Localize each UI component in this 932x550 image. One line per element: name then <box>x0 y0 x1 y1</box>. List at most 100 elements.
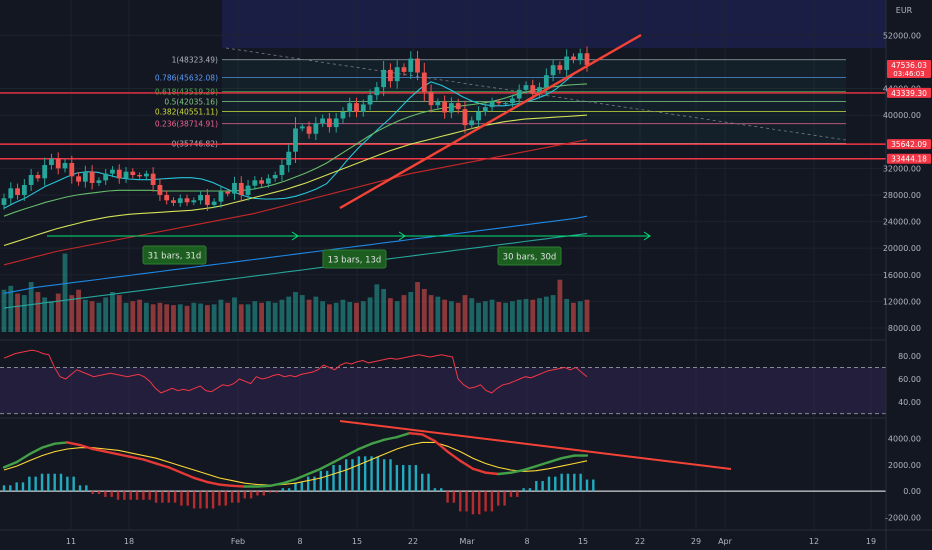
macd-histogram-bar <box>484 491 487 512</box>
macd-histogram-bar <box>243 491 247 499</box>
candle-body <box>564 56 570 70</box>
volume-bar <box>191 302 197 332</box>
rsi-tick-label: 40.00 <box>898 398 921 407</box>
macd-histogram-bar <box>34 476 37 492</box>
volume-bar <box>401 295 407 332</box>
macd-histogram-bar <box>503 491 506 506</box>
measure-label-box <box>322 249 387 269</box>
macd-histogram-bar <box>135 491 139 500</box>
macd-histogram-bar <box>28 476 31 492</box>
macd-line-segment <box>332 454 348 464</box>
volume-bar <box>225 302 231 332</box>
candle-body <box>293 128 298 152</box>
candle-body <box>381 69 387 88</box>
volume-bar <box>143 302 149 332</box>
macd-histogram-bar <box>59 473 63 492</box>
volume-bar <box>564 298 570 332</box>
volume-bar <box>326 304 332 332</box>
macd-line-segment <box>459 459 475 470</box>
grid-lines <box>0 0 886 530</box>
macd-histogram-bar <box>180 491 183 506</box>
price-tick-label: 12000.00 <box>883 297 921 306</box>
macd-line-segment <box>230 484 247 488</box>
volume-bar <box>171 305 176 332</box>
macd-line-segment <box>535 460 551 468</box>
macd-line-segment <box>28 446 44 456</box>
price-tick-label: 32000.00 <box>883 164 921 173</box>
volume-bar <box>164 304 170 332</box>
candle-body <box>286 151 292 166</box>
candle-body <box>394 67 400 82</box>
macd-line-segment <box>142 458 158 465</box>
volume-bar <box>320 301 326 332</box>
candle-body <box>218 191 224 202</box>
bottom-time-axis[interactable]: 11 18 Feb 8 15 22 Mar 8 15 22 29 Apr 12 19 <box>0 529 932 546</box>
candle-body <box>259 180 265 184</box>
candle-body <box>340 111 346 119</box>
macd-pane[interactable] <box>0 420 886 515</box>
macd-histogram-bar <box>490 491 494 512</box>
macd-histogram-bar <box>414 465 418 492</box>
macd-histogram-bar <box>592 479 595 492</box>
candle-body <box>191 200 197 203</box>
rsi-pane[interactable] <box>0 349 886 415</box>
volume-bar <box>8 285 14 332</box>
volume-bar <box>530 299 536 332</box>
candle-body <box>462 109 468 126</box>
right-price-axis[interactable]: 52000.0044000.0040000.0032000.0028000.00… <box>883 0 931 550</box>
volume-bar <box>354 302 359 332</box>
macd-line-segment <box>218 483 234 488</box>
candle-body <box>42 165 48 179</box>
volume-bar <box>265 301 271 332</box>
volume-bar <box>360 301 366 332</box>
macd-histogram-bar <box>363 456 367 492</box>
candle-body <box>204 194 210 205</box>
candle-body <box>211 201 217 205</box>
price-pane[interactable]: 1(48323.49)0.786(45632.08)0.618(43519.29… <box>0 33 886 332</box>
candle-body <box>313 123 319 134</box>
candle-body <box>8 188 14 199</box>
time-tick-label: 22 <box>635 537 645 546</box>
macd-histogram-bar <box>509 491 513 497</box>
time-tick-label: 8 <box>297 537 302 546</box>
candle-body <box>265 178 271 184</box>
volume-bar <box>279 299 285 332</box>
candle-body <box>177 198 183 203</box>
candle-body <box>116 169 122 179</box>
macd-histogram-bar <box>541 480 544 492</box>
candle-body <box>130 171 136 175</box>
candle-body <box>326 118 332 128</box>
fib-level-label: 0.382(40551.11) <box>155 107 218 116</box>
candle-body <box>89 171 95 183</box>
candle-body <box>150 173 156 185</box>
macd-histogram-bar <box>357 456 361 492</box>
price-tick-label: 28000.00 <box>883 191 921 200</box>
macd-histogram-bar <box>287 488 291 492</box>
volume-bar <box>42 297 48 332</box>
candle-body <box>482 107 488 112</box>
volume-bar <box>333 302 339 332</box>
volume-bar <box>476 302 481 332</box>
candle-body <box>184 198 190 203</box>
candle-body <box>496 101 502 104</box>
macd-histogram-bar <box>205 491 208 509</box>
macd-histogram-bar <box>351 459 354 492</box>
time-tick-label: 18 <box>124 537 134 546</box>
volume-bar <box>259 302 265 332</box>
time-tick-label: Feb <box>231 537 245 546</box>
macd-line-segment <box>421 433 437 443</box>
macd-histogram-bar <box>522 488 525 492</box>
candle-body <box>374 87 380 96</box>
macd-tick-label: 0.00 <box>903 487 921 496</box>
macd-histogram-bar <box>554 476 557 492</box>
time-tick-label: 15 <box>578 537 588 546</box>
macd-histogram-bar <box>66 476 69 492</box>
candle-body <box>28 175 34 185</box>
candle-body <box>252 180 258 186</box>
macd-histogram-bar <box>110 491 113 497</box>
candle-body <box>137 175 142 177</box>
volume-bar <box>49 301 54 332</box>
macd-histogram-bar <box>148 491 151 500</box>
macd-histogram-bar <box>516 491 519 497</box>
